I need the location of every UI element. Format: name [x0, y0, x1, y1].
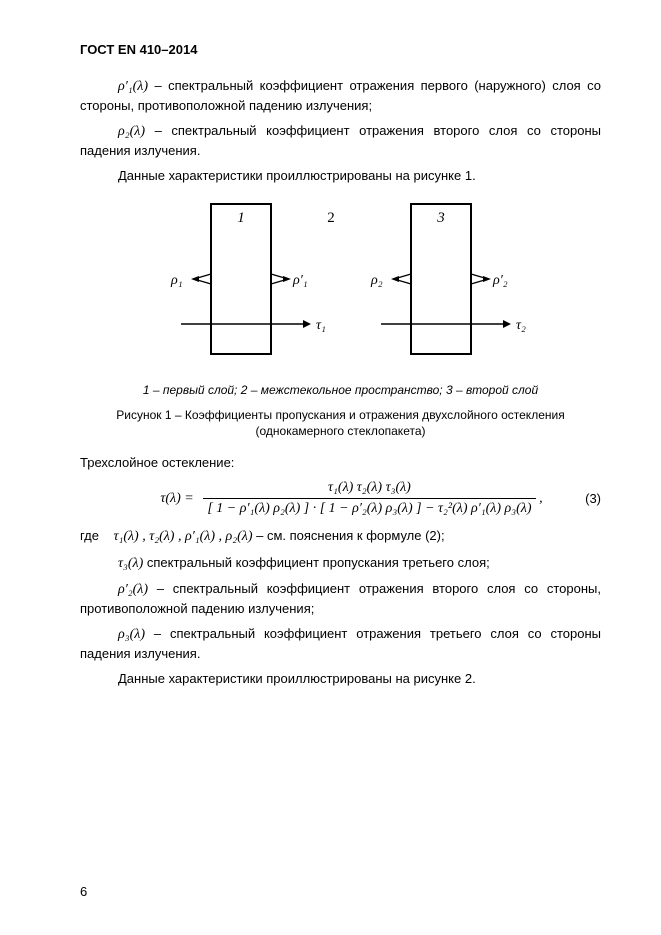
- text-tau3: спектральный коэффициент пропускания тре…: [143, 555, 489, 570]
- formula-den: [ 1 − ρ′₁(λ) ρ₂(λ) ] · [ 1 − ρ′₂(λ) ρ₃(λ…: [203, 499, 535, 517]
- figure-rho1p: ρ′₁: [292, 273, 308, 288]
- text-rho2prime: – спектральный коэффициент отражения вто…: [80, 581, 601, 616]
- para-rho2prime: ρ′₂(λ) – спектральный коэффициент отраже…: [80, 580, 601, 619]
- text-fig2-intro: Данные характеристики проиллюстрированы …: [118, 671, 476, 686]
- symbol-tau3: τ₃(λ): [118, 556, 143, 571]
- symbol-rho3: ρ₃(λ): [118, 627, 145, 642]
- figure-tau2: τ₂: [516, 318, 526, 333]
- figure-1-caption: Рисунок 1 – Коэффициенты пропускания и о…: [80, 407, 601, 439]
- text-where: где: [80, 528, 99, 543]
- symbol-rho2: ρ₂(λ): [118, 124, 145, 139]
- para-fig1-intro: Данные характеристики проиллюстрированы …: [80, 167, 601, 186]
- text-rho1prime: – спектральный коэффициент отражения пер…: [80, 78, 601, 113]
- page: ГОСТ EN 410–2014 ρ′₁(λ) – спектральный к…: [0, 0, 661, 935]
- formula-lhs: τ(λ) =: [160, 491, 193, 507]
- formula-3: τ(λ) = τ₁(λ) τ₂(λ) τ₃(λ) [ 1 − ρ′₁(λ) ρ₂…: [80, 480, 601, 517]
- text-rho2: – спектральный коэффициент отражения вто…: [80, 123, 601, 158]
- para-rho1prime: ρ′₁(λ) – спектральный коэффициент отраже…: [80, 77, 601, 116]
- doc-header: ГОСТ EN 410–2014: [80, 42, 601, 57]
- text-rho3: – спектральный коэффициент отражения тре…: [80, 626, 601, 661]
- figure-1: 1 2 3 ρ₁ ρ′₁ τ₁ ρ₂ ρ: [80, 194, 601, 377]
- figure-label-1: 1: [237, 210, 245, 226]
- text-where-tail: – см. пояснения к формуле (2);: [252, 528, 444, 543]
- para-rho3: ρ₃(λ) – спектральный коэффициент отражен…: [80, 625, 601, 664]
- figure-rho2: ρ₂: [370, 273, 383, 288]
- figure-1-legend: 1 – первый слой; 2 – межстекольное прост…: [80, 383, 601, 397]
- text-three-layer: Трехслойное остекление:: [80, 455, 234, 470]
- formula-tail: ,: [539, 491, 543, 506]
- figure-rho1: ρ₁: [170, 273, 183, 288]
- formula-num: τ₁(λ) τ₂(λ) τ₃(λ): [203, 480, 535, 499]
- para-rho2: ρ₂(λ) – спектральный коэффициент отражен…: [80, 122, 601, 161]
- figure-label-gap: 2: [327, 210, 335, 226]
- symbol-where-list: τ₁(λ) , τ₂(λ) , ρ′₁(λ) , ρ₂(λ): [113, 529, 252, 544]
- para-where: где τ₁(λ) , τ₂(λ) , ρ′₁(λ) , ρ₂(λ) – см.…: [80, 527, 601, 547]
- figure-tau1: τ₁: [316, 318, 326, 333]
- figure-rho2p: ρ′₂: [492, 273, 508, 288]
- symbol-rho2prime: ρ′₂(λ): [118, 582, 148, 597]
- para-three-layer: Трехслойное остекление:: [80, 454, 601, 473]
- para-tau3: τ₃(λ) спектральный коэффициент пропускан…: [80, 554, 601, 574]
- figure-1-svg: 1 2 3 ρ₁ ρ′₁ τ₁ ρ₂ ρ: [131, 194, 551, 374]
- formula-number: (3): [563, 491, 601, 506]
- page-number: 6: [80, 884, 87, 899]
- para-fig2-intro: Данные характеристики проиллюстрированы …: [80, 670, 601, 689]
- figure-label-3: 3: [436, 210, 445, 226]
- text-fig1-intro: Данные характеристики проиллюстрированы …: [118, 168, 476, 183]
- symbol-rho1prime: ρ′₁(λ): [118, 79, 148, 94]
